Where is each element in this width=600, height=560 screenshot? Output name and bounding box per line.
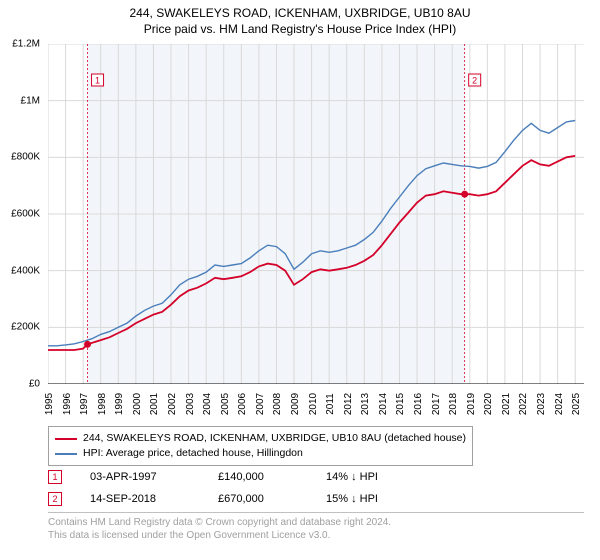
x-tick-label: 2018	[448, 393, 459, 415]
x-tick-label: 2001	[149, 393, 160, 415]
x-tick-label: 2005	[220, 393, 231, 415]
x-tick-label: 1997	[79, 393, 90, 415]
x-tick-label: 1996	[62, 393, 73, 415]
x-tick-label: 1999	[114, 393, 125, 415]
x-tick-label: 2012	[343, 393, 354, 415]
x-tick-label: 1995	[44, 393, 55, 415]
x-axis-labels: 1995199619971998199920002001200220032004…	[48, 386, 584, 422]
footer-line1: Contains HM Land Registry data © Crown c…	[48, 516, 391, 529]
transactions-table: 1 03-APR-1997 £140,000 14% ↓ HPI 2 14-SE…	[48, 466, 378, 510]
x-tick-label: 2010	[308, 393, 319, 415]
legend-label-price-paid: 244, SWAKELEYS ROAD, ICKENHAM, UXBRIDGE,…	[83, 431, 466, 446]
table-row: 2 14-SEP-2018 £670,000 15% ↓ HPI	[48, 488, 378, 510]
y-tick-label: £800K	[11, 152, 40, 163]
y-tick-label: £1M	[21, 95, 40, 106]
marker-box-1: 1	[48, 470, 62, 484]
x-tick-label: 2011	[325, 393, 336, 415]
x-tick-label: 2009	[290, 393, 301, 415]
legend-swatch-hpi	[55, 453, 77, 455]
footer-line2: This data is licensed under the Open Gov…	[48, 529, 391, 542]
footer: Contains HM Land Registry data © Crown c…	[48, 516, 391, 542]
transaction-delta: 15% ↓ HPI	[326, 493, 378, 505]
x-tick-label: 1998	[97, 393, 108, 415]
x-tick-label: 2008	[272, 393, 283, 415]
transaction-price: £140,000	[218, 471, 298, 483]
transaction-price: £670,000	[218, 493, 298, 505]
x-tick-label: 2023	[536, 393, 547, 415]
x-tick-label: 2013	[360, 393, 371, 415]
y-tick-label: £600K	[11, 209, 40, 220]
x-tick-label: 2016	[413, 393, 424, 415]
legend: 244, SWAKELEYS ROAD, ICKENHAM, UXBRIDGE,…	[48, 426, 473, 466]
table-row: 1 03-APR-1997 £140,000 14% ↓ HPI	[48, 466, 378, 488]
divider	[48, 512, 584, 513]
x-tick-label: 2015	[395, 393, 406, 415]
x-tick-label: 2024	[554, 393, 565, 415]
x-tick-label: 2019	[466, 393, 477, 415]
y-tick-label: £0	[29, 379, 40, 390]
transaction-date: 14-SEP-2018	[90, 493, 190, 505]
x-tick-label: 2022	[518, 393, 529, 415]
svg-text:1: 1	[95, 76, 100, 86]
x-tick-label: 2000	[132, 393, 143, 415]
legend-label-hpi: HPI: Average price, detached house, Hill…	[83, 446, 303, 461]
x-tick-label: 2006	[237, 393, 248, 415]
x-tick-label: 2004	[202, 393, 213, 415]
x-tick-label: 2002	[167, 393, 178, 415]
plot-area: 12	[48, 44, 584, 384]
plot-svg: 12	[48, 44, 584, 384]
x-tick-label: 2020	[483, 393, 494, 415]
y-tick-label: £1.2M	[12, 39, 40, 50]
legend-row: 244, SWAKELEYS ROAD, ICKENHAM, UXBRIDGE,…	[55, 431, 466, 446]
x-tick-label: 2017	[431, 393, 442, 415]
y-axis-labels: £0£200K£400K£600K£800K£1M£1.2M	[0, 44, 44, 384]
y-tick-label: £200K	[11, 322, 40, 333]
chart-title-line2: Price paid vs. HM Land Registry's House …	[0, 22, 600, 36]
transaction-date: 03-APR-1997	[90, 471, 190, 483]
chart-title-line1: 244, SWAKELEYS ROAD, ICKENHAM, UXBRIDGE,…	[0, 6, 600, 20]
legend-row: HPI: Average price, detached house, Hill…	[55, 446, 466, 461]
x-tick-label: 2007	[255, 393, 266, 415]
svg-text:2: 2	[472, 76, 477, 86]
x-tick-label: 2021	[501, 393, 512, 415]
x-tick-label: 2025	[571, 393, 582, 415]
x-tick-label: 2014	[378, 393, 389, 415]
transaction-delta: 14% ↓ HPI	[326, 471, 378, 483]
title-block: 244, SWAKELEYS ROAD, ICKENHAM, UXBRIDGE,…	[0, 0, 600, 36]
legend-swatch-price-paid	[55, 438, 77, 440]
marker-box-2: 2	[48, 492, 62, 506]
y-tick-label: £400K	[11, 265, 40, 276]
x-tick-label: 2003	[185, 393, 196, 415]
chart-container: 244, SWAKELEYS ROAD, ICKENHAM, UXBRIDGE,…	[0, 0, 600, 560]
